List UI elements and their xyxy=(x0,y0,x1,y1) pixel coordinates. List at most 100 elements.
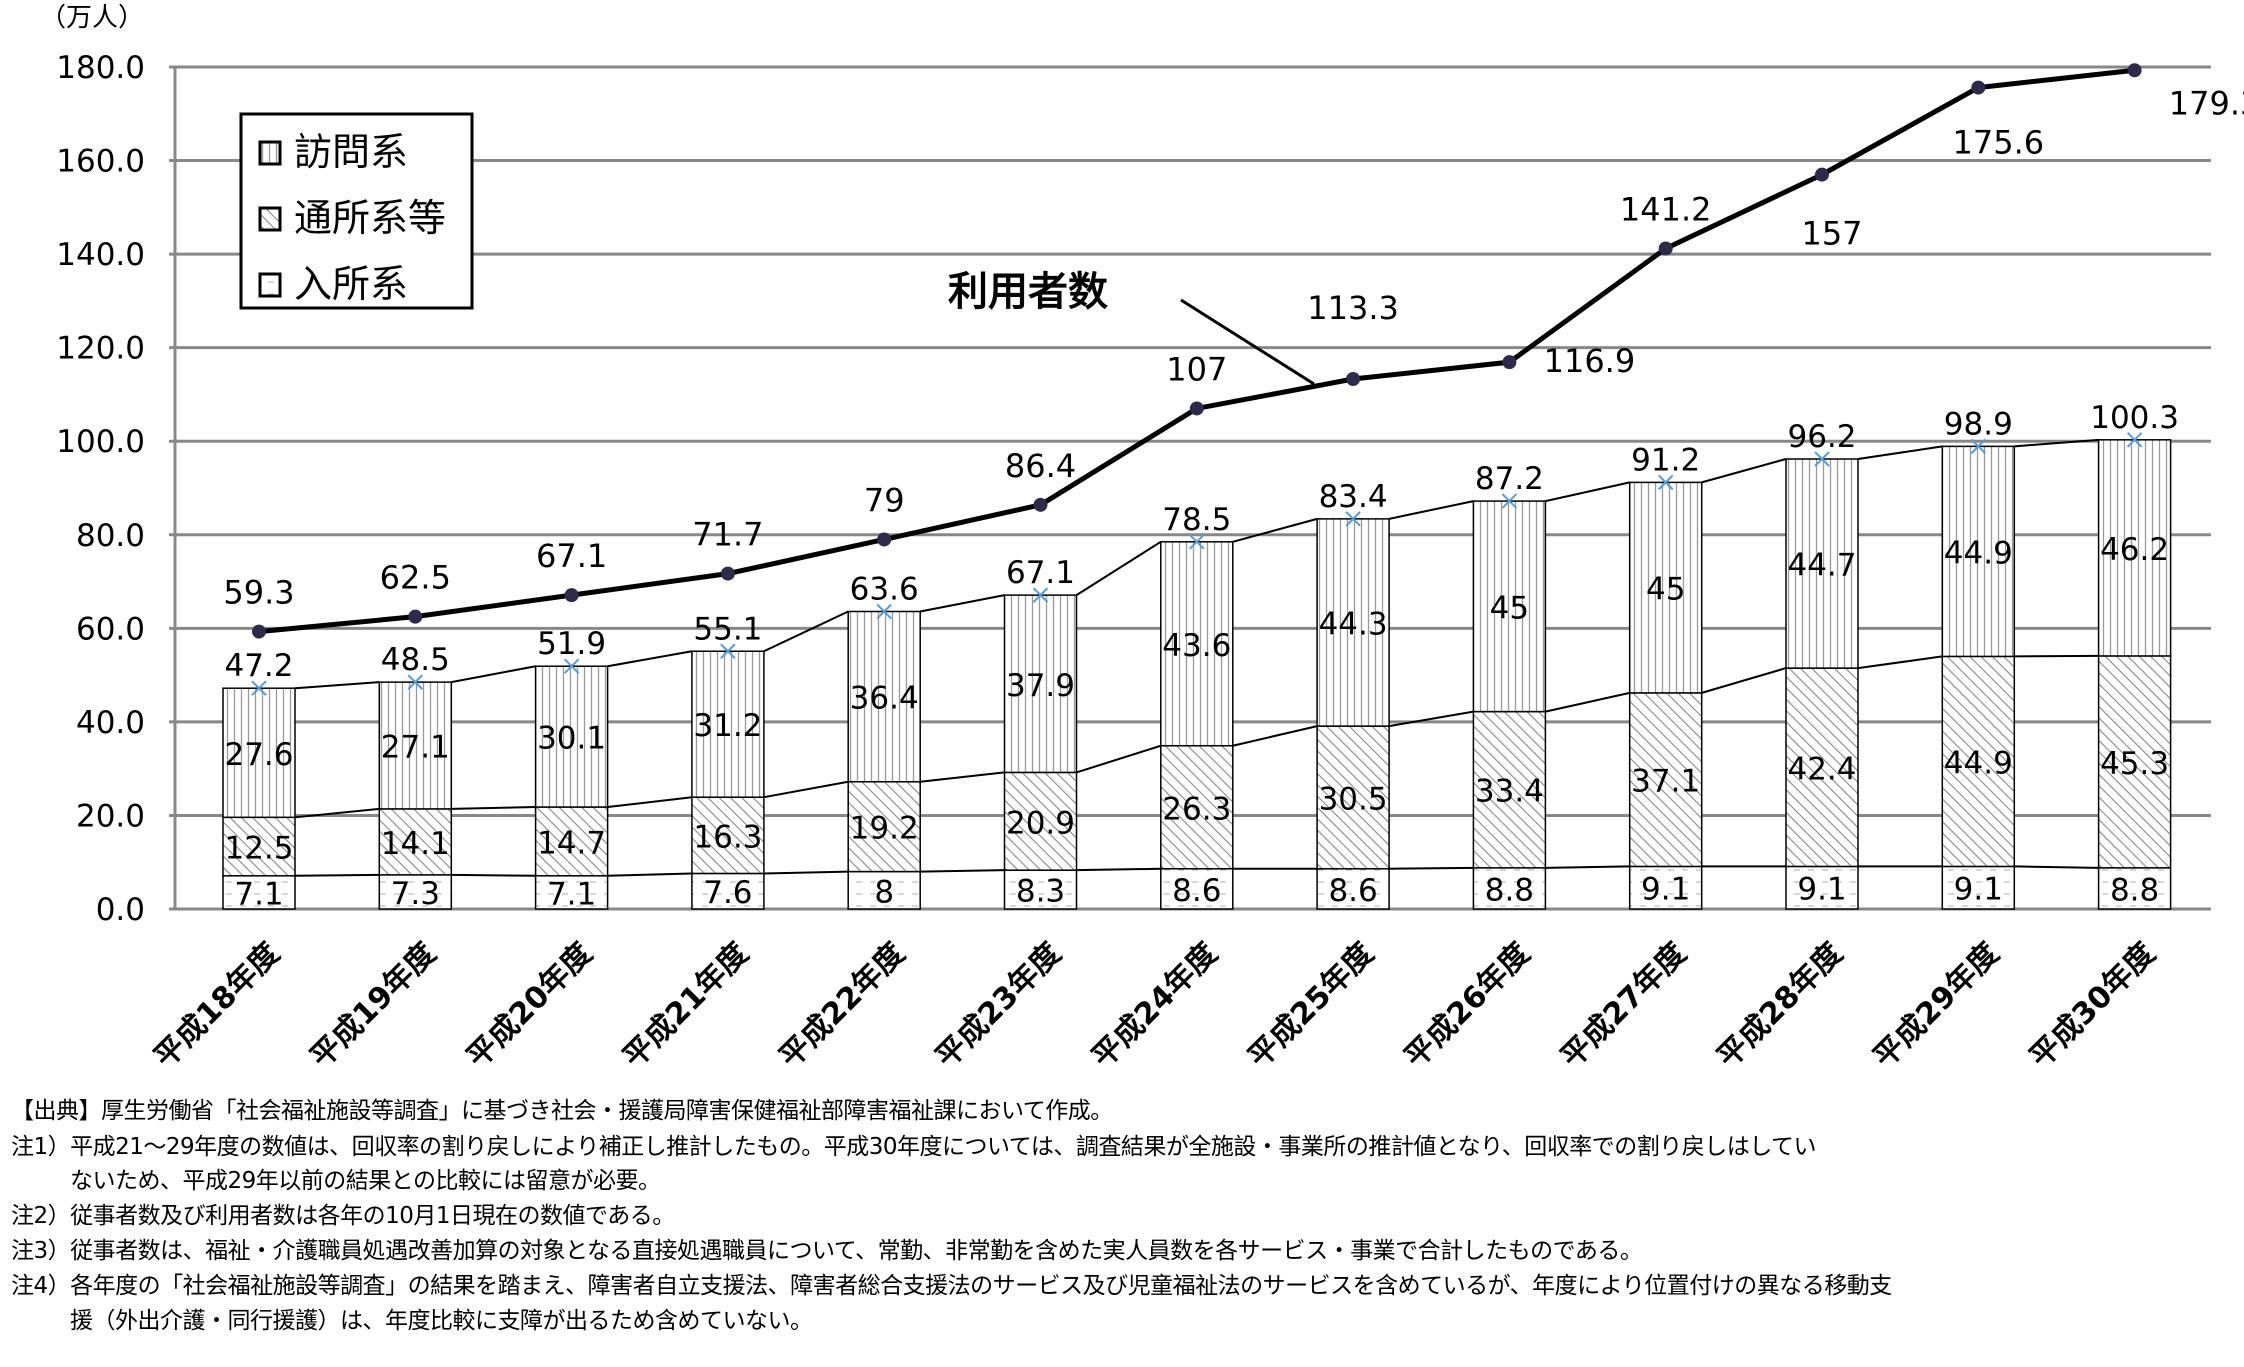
users-marker xyxy=(1189,401,1204,416)
series-connector xyxy=(920,594,1005,613)
users-label: 71.7 xyxy=(692,516,763,554)
bar-vertical xyxy=(1160,541,1234,747)
bar-diagonal xyxy=(378,808,453,876)
x-tick-label: 平成22年度 xyxy=(773,936,912,1075)
y-tick-label: 140.0 xyxy=(56,237,145,273)
x-tick-label: 平成25年度 xyxy=(1242,936,1381,1075)
legend-label: 通所系等 xyxy=(294,196,446,240)
data-label: 9.1 xyxy=(1954,872,2003,908)
total-marker xyxy=(563,658,580,674)
total-marker xyxy=(720,643,736,659)
total-marker xyxy=(1345,511,1361,527)
data-label: 7.3 xyxy=(391,876,440,912)
series-connector xyxy=(1076,744,1162,774)
users-marker xyxy=(2127,63,2142,78)
data-label: 44.9 xyxy=(1944,745,2013,781)
y-tick-label: 180.0 xyxy=(56,50,145,86)
y-tick-label: 120.0 xyxy=(56,331,145,367)
bar-vertical xyxy=(1316,518,1390,727)
legend-swatch-dashes xyxy=(258,272,282,298)
total-marker xyxy=(1501,493,1518,509)
bar-vertical xyxy=(1003,594,1078,774)
users-label: 62.5 xyxy=(380,559,451,597)
data-label: 33.4 xyxy=(1475,774,1544,810)
bar-diagonal xyxy=(847,781,921,873)
legend-swatch-vertical xyxy=(258,140,282,166)
x-tick-label: 平成23年度 xyxy=(929,936,1068,1075)
users-marker xyxy=(252,624,266,639)
total-marker xyxy=(1970,438,1987,455)
total-label: 67.1 xyxy=(1006,555,1075,591)
x-tick-label: 平成30年度 xyxy=(2023,936,2162,1075)
series-connector xyxy=(294,873,380,877)
x-tick-label: 平成29年度 xyxy=(1867,936,2006,1075)
bar-dashes xyxy=(1628,865,1703,910)
total-marker xyxy=(1189,534,1205,550)
series-connector xyxy=(763,610,849,653)
users-label: 59.3 xyxy=(223,574,294,612)
series-connector xyxy=(607,650,693,668)
data-label: 36.4 xyxy=(850,681,919,717)
data-label: 37.9 xyxy=(1006,668,1075,704)
bar-dashes xyxy=(2097,867,2172,910)
y-tick-label: 160.0 xyxy=(56,144,145,180)
series-connector xyxy=(294,807,380,819)
y-tick-label: 100.0 xyxy=(56,424,145,460)
series-connector xyxy=(1388,500,1474,520)
note-3: 注3）従事者数は、福祉・介護職員処遇改善加算の対象となる直接処遇職員について、常… xyxy=(11,1238,1643,1264)
note-1-cont: ないため、平成29年以前の結果との比較には留意が必要。 xyxy=(70,1168,661,1194)
total-marker xyxy=(251,680,267,696)
bar-vertical xyxy=(222,687,296,819)
data-label: 27.6 xyxy=(224,737,293,773)
x-tick-label: 平成28年度 xyxy=(1711,936,1850,1075)
total-marker xyxy=(1032,587,1049,603)
data-label: 7.1 xyxy=(547,876,596,912)
bar-dashes xyxy=(1941,865,2016,910)
data-label: 43.6 xyxy=(1162,628,1231,664)
users-marker xyxy=(1658,241,1673,256)
bar-vertical xyxy=(1628,481,1703,694)
series-connector xyxy=(1232,517,1318,543)
data-label: 45.3 xyxy=(2100,746,2169,782)
total-marker xyxy=(876,603,892,620)
series-connector xyxy=(451,873,536,877)
users-label: 79 xyxy=(864,481,905,519)
bar-diagonal xyxy=(534,806,609,877)
users-marker xyxy=(564,588,579,603)
data-label: 45 xyxy=(1646,572,1685,608)
series-connector xyxy=(1388,710,1474,728)
y-unit-label: （万人） xyxy=(40,3,144,33)
users-marker xyxy=(1502,355,1517,370)
total-label: 47.2 xyxy=(224,648,293,684)
data-label: 44.3 xyxy=(1319,606,1388,642)
users-label: 157 xyxy=(1801,215,1862,253)
bar-diagonal xyxy=(1316,725,1390,870)
bar-diagonal xyxy=(1628,692,1703,868)
series-connector xyxy=(2014,865,2099,869)
x-tick-label: 平成26年度 xyxy=(1398,936,1537,1075)
series-connector xyxy=(451,665,536,684)
data-label: 42.4 xyxy=(1787,751,1856,787)
data-label: 14.7 xyxy=(537,825,606,861)
series-connector xyxy=(607,796,693,809)
total-marker xyxy=(407,674,424,690)
x-tick-label: 平成27年度 xyxy=(1554,936,1693,1075)
series-connector xyxy=(920,771,1005,783)
note-2: 注2）従事者数及び利用者数は各年の10月1日現在の数値である。 xyxy=(11,1203,675,1229)
users-marker xyxy=(720,566,735,581)
data-label: 44.7 xyxy=(1787,548,1856,584)
data-label: 8.6 xyxy=(1328,873,1377,909)
y-tick-label: 80.0 xyxy=(76,518,145,554)
series-connector xyxy=(1545,481,1630,503)
line-annotation-leader xyxy=(1180,298,1315,386)
users-label: 175.6 xyxy=(1952,124,2044,162)
total-label: 48.5 xyxy=(381,642,450,678)
series-connector xyxy=(2014,438,2099,448)
total-label: 91.2 xyxy=(1631,442,1700,478)
bar-vertical xyxy=(1941,445,2016,658)
series-connector xyxy=(1075,540,1162,596)
data-label: 8.3 xyxy=(1016,874,1065,910)
users-label: 113.3 xyxy=(1307,289,1399,327)
y-tick-label: 40.0 xyxy=(76,705,145,741)
